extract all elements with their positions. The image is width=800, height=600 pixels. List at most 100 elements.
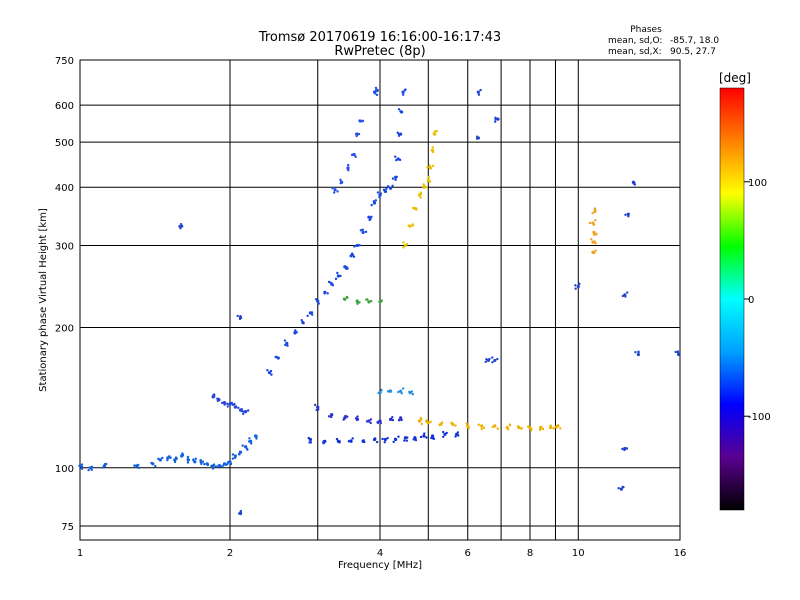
- data-point-echo: [391, 418, 395, 422]
- data-point-echo: [394, 155, 397, 158]
- data-point-echo: [384, 190, 388, 193]
- data-point-echo: [399, 110, 403, 113]
- data-point-echo: [592, 250, 595, 254]
- data-point-echo: [484, 360, 487, 364]
- data-point-echo: [426, 165, 429, 169]
- data-point-echo: [87, 468, 90, 472]
- data-point-echo: [621, 447, 624, 451]
- data-point-echo: [477, 423, 480, 426]
- data-point-echo: [361, 228, 364, 231]
- data-point-echo: [234, 405, 238, 408]
- data-point-echo: [231, 453, 235, 456]
- data-point-echo: [370, 215, 373, 219]
- data-point-echo: [168, 455, 171, 458]
- data-point: [399, 416, 403, 420]
- data-point-echo: [623, 448, 626, 452]
- data-point-echo: [440, 422, 443, 425]
- data-point-echo: [231, 403, 235, 407]
- data-point-echo: [249, 442, 253, 445]
- data-point-echo: [228, 402, 232, 406]
- data-point-echo: [203, 462, 206, 466]
- data-point-echo: [212, 395, 216, 398]
- data-point-echo: [154, 464, 157, 468]
- data-point-echo: [239, 314, 242, 318]
- data-point-echo: [621, 294, 625, 298]
- data-point-echo: [210, 464, 213, 468]
- data-point-echo: [357, 132, 361, 136]
- data-point-echo: [369, 217, 372, 221]
- data-point: [636, 352, 640, 357]
- data-point-echo: [315, 299, 319, 303]
- y-tick-label: 400: [55, 183, 74, 194]
- data-point-echo: [369, 421, 372, 425]
- data-point-echo: [419, 196, 422, 199]
- data-point-echo: [520, 427, 523, 430]
- data-point-echo: [386, 436, 389, 440]
- x-tick-label: 10: [572, 548, 585, 559]
- x-axis-ticks: 1 2 4 6 8 10 16: [77, 548, 687, 559]
- data-point-echo: [450, 421, 453, 425]
- data-point-echo: [226, 405, 230, 408]
- data-point-echo: [238, 317, 242, 321]
- data-point-echo: [340, 180, 343, 184]
- data-point-echo: [475, 137, 479, 140]
- y-tick-label: 100: [55, 464, 74, 475]
- x-axis-label: Frequency [MHz]: [338, 560, 422, 571]
- data-point-echo: [386, 185, 390, 189]
- data-point-echo: [358, 119, 361, 122]
- data-point-echo: [332, 191, 336, 194]
- data-point: [336, 274, 340, 278]
- data-point-echo: [374, 86, 378, 90]
- data-point-echo: [283, 339, 287, 342]
- colorbar-tick-label: -100: [748, 412, 771, 423]
- data-point-echo: [592, 223, 596, 226]
- data-point-echo: [634, 350, 637, 354]
- data-point-echo: [430, 148, 433, 152]
- data-point-echo: [361, 439, 364, 443]
- data-point-echo: [351, 437, 354, 440]
- data-point-echo: [466, 425, 469, 429]
- data-point: [428, 166, 433, 170]
- data-point-echo: [591, 211, 594, 215]
- data-point-echo: [590, 238, 593, 241]
- data-point-echo: [454, 424, 457, 427]
- data-point-echo: [237, 406, 240, 410]
- data-point-echo: [339, 274, 342, 278]
- data-point-echo: [307, 436, 310, 440]
- data-point-echo: [552, 427, 555, 430]
- data-point-echo: [574, 287, 577, 290]
- data-point: [422, 434, 426, 438]
- colorbar-label: [deg]: [719, 71, 751, 85]
- data-point-echo: [161, 456, 164, 460]
- data-point-echo: [331, 284, 335, 287]
- data-point-echo: [617, 486, 620, 490]
- data-point-echo: [419, 191, 423, 194]
- data-point-echo: [351, 253, 355, 257]
- data-point: [180, 224, 184, 228]
- data-point-echo: [358, 244, 361, 247]
- data-point-echo: [425, 186, 428, 189]
- data-point-echo: [494, 116, 497, 119]
- data-point: [367, 300, 371, 304]
- data-point-echo: [422, 183, 425, 186]
- y-axis-ticks: 75 100 200 300 400 500 600 750: [55, 56, 74, 533]
- data-point-echo: [239, 509, 243, 513]
- data-point-echo: [211, 467, 215, 470]
- data-point-echo: [350, 153, 354, 157]
- data-point-echo: [360, 120, 364, 123]
- data-point-echo: [508, 424, 512, 427]
- data-point-echo: [166, 458, 169, 462]
- data-point-echo: [330, 415, 333, 419]
- data-point-echo: [434, 130, 437, 133]
- data-point-echo: [218, 463, 221, 467]
- colorbar-ticks: 100 0 -100: [744, 178, 771, 423]
- data-point-echo: [674, 350, 677, 354]
- data-point-echo: [295, 331, 298, 334]
- data-point-echo: [419, 435, 423, 439]
- data-point-echo: [293, 332, 297, 335]
- data-point-echo: [323, 291, 327, 294]
- data-point: [480, 424, 484, 428]
- data-point-echo: [625, 447, 629, 450]
- data-point-echo: [200, 462, 203, 466]
- data-point-echo: [347, 440, 351, 443]
